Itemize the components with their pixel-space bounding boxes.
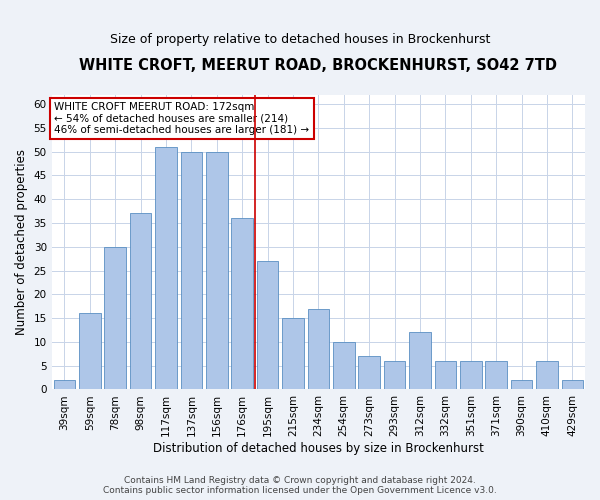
Y-axis label: Number of detached properties: Number of detached properties [15,149,28,335]
Bar [232,218,253,390]
Bar [333,342,355,390]
Bar [536,361,557,390]
Bar [130,214,151,390]
Text: Contains HM Land Registry data © Crown copyright and database right 2024.
Contai: Contains HM Land Registry data © Crown c… [103,476,497,495]
Bar [358,356,380,390]
Bar [282,318,304,390]
Bar [257,261,278,390]
Bar [206,152,227,390]
Bar [409,332,431,390]
Bar [155,147,177,390]
Bar [562,380,583,390]
Bar [434,361,456,390]
Bar [460,361,482,390]
Bar [308,308,329,390]
Text: Size of property relative to detached houses in Brockenhurst: Size of property relative to detached ho… [110,32,490,46]
Bar [53,380,75,390]
Text: WHITE CROFT MEERUT ROAD: 172sqm
← 54% of detached houses are smaller (214)
46% o: WHITE CROFT MEERUT ROAD: 172sqm ← 54% of… [55,102,310,135]
Bar [485,361,507,390]
Title: WHITE CROFT, MEERUT ROAD, BROCKENHURST, SO42 7TD: WHITE CROFT, MEERUT ROAD, BROCKENHURST, … [79,58,557,72]
Bar [384,361,406,390]
Bar [79,314,101,390]
Bar [511,380,532,390]
Bar [181,152,202,390]
Bar [104,246,126,390]
X-axis label: Distribution of detached houses by size in Brockenhurst: Distribution of detached houses by size … [153,442,484,455]
